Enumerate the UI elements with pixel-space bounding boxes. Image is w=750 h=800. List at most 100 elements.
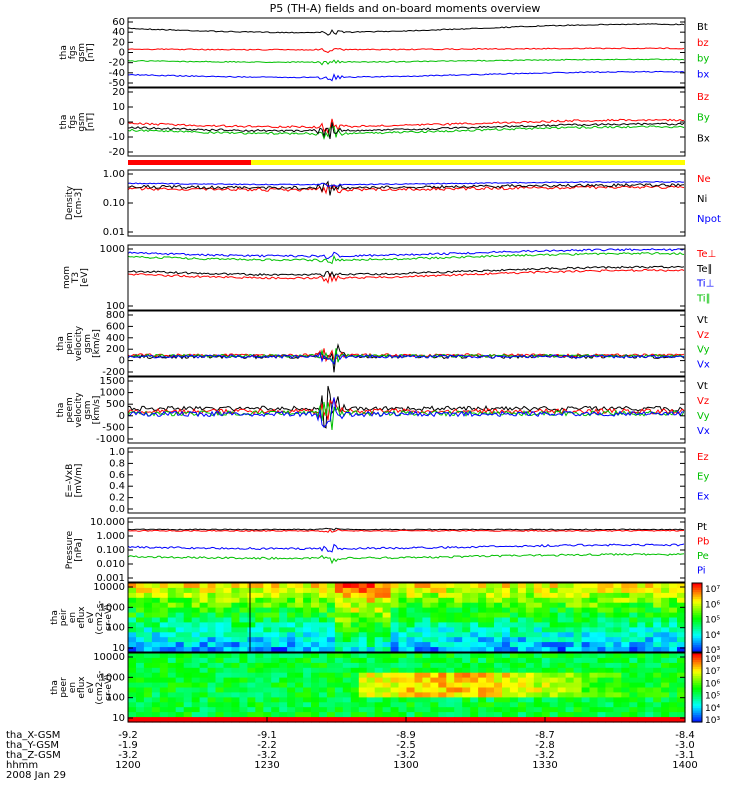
spectrogram-cell (143, 592, 153, 599)
spectrogram-cell (645, 602, 654, 609)
spectrogram-cell (239, 692, 248, 698)
spectrogram-cell (525, 612, 535, 619)
spectrogram-cell (533, 682, 543, 689)
spectrogram-cell (589, 667, 599, 674)
spectrogram-cell (128, 642, 137, 648)
spectrogram-cell (183, 667, 193, 674)
spectrogram-cell (653, 607, 662, 614)
spectrogram-cell (255, 717, 264, 723)
spectrogram-cell (271, 653, 280, 659)
spectrogram-cell (645, 712, 654, 718)
spectrogram-cell (263, 597, 272, 604)
spectrogram-cell (517, 592, 527, 599)
spectrogram-cell (525, 632, 535, 638)
spectrogram-cell (151, 692, 161, 698)
legend-entry: Bx (697, 133, 710, 144)
spectrogram-cell (366, 662, 376, 669)
spectrogram-cell (661, 717, 670, 723)
spectrogram-cell (525, 667, 535, 674)
spectrogram-cell (191, 632, 201, 638)
spectrogram-cell (525, 692, 535, 698)
spectrogram-cell (311, 632, 320, 638)
spectrogram-cell (199, 637, 209, 643)
spectrogram-cell (311, 612, 320, 619)
spectrogram-cell (613, 692, 622, 698)
spectrogram-cell (446, 702, 455, 708)
spectrogram-cell (255, 672, 264, 679)
spectrogram-cell (247, 697, 256, 703)
spectrogram-cell (143, 692, 153, 698)
colorbar-tick-label: 10⁵ (705, 616, 720, 626)
spectrogram-cell (525, 712, 535, 718)
spectrogram-cell (143, 617, 153, 623)
spectrogram-cell (255, 622, 264, 628)
spectrogram-cell (557, 607, 567, 614)
y-axis-label-line: gsm (83, 334, 93, 353)
spectrogram-cell (470, 602, 479, 609)
spectrogram-cell (478, 667, 487, 674)
spectrogram-cell (319, 692, 328, 698)
spectrogram-cell (128, 692, 137, 698)
spectrogram-cell (573, 612, 583, 619)
spectrogram-cell (151, 612, 161, 619)
colorbar-segment (692, 624, 702, 628)
series-line-Vt (127, 342, 685, 373)
spectrogram-cell (494, 617, 503, 623)
spectrogram-cell (215, 672, 225, 679)
colorbar-tick-label: 10⁵ (705, 692, 720, 702)
spectrogram-cell (541, 617, 551, 623)
spectrogram-cell (175, 617, 185, 623)
spectrogram-cell (581, 642, 591, 648)
spectrogram-cell (390, 672, 400, 679)
spectrogram-cell (358, 672, 368, 679)
spectrogram-cell (167, 642, 177, 648)
spectrogram-cell (597, 657, 607, 664)
spectrogram-cell (199, 647, 209, 653)
colorbar-tick-label: 10⁷ (705, 667, 720, 677)
spectrogram-cell (382, 682, 392, 689)
spectrogram-cell (207, 702, 217, 708)
colorbar-segment (692, 633, 702, 637)
spectrogram-cell (159, 702, 169, 708)
spectrogram-cell (207, 622, 217, 628)
spectrogram-cell (581, 587, 591, 594)
legend-entry: bz (697, 38, 709, 49)
spectrogram-cell (358, 617, 368, 623)
spectrogram-cell (390, 677, 400, 684)
spectrogram-cell (637, 697, 646, 703)
series-line-Ti∥ (127, 251, 685, 265)
spectrogram-cell (613, 682, 622, 689)
spectrogram-cell (255, 627, 264, 633)
spectrogram-cell (661, 687, 670, 693)
spectrogram-cell (573, 642, 583, 648)
y-tick-label: 10 (112, 643, 125, 654)
spectrogram-cell (589, 612, 599, 619)
spectrogram-cell (581, 637, 591, 643)
x-axis-value: -9.2 (118, 730, 138, 741)
spectrogram-cell (136, 672, 145, 679)
spectrogram-cell (589, 672, 599, 679)
spectrogram-cell (637, 672, 646, 679)
spectrogram-cell (374, 712, 384, 718)
spectrogram-cell (382, 672, 392, 679)
spectrogram-cell (605, 647, 614, 653)
y-axis-label: Pressure [nPa] (65, 530, 84, 569)
spectrogram-cell (207, 672, 217, 679)
spectrogram-cell (247, 637, 256, 643)
spectrogram-cell (581, 612, 591, 619)
y-tick-label: 600 (106, 321, 125, 332)
legend-entry: Vz (697, 330, 709, 341)
spectrogram-cell (621, 677, 630, 684)
spectrogram-cell (621, 682, 630, 689)
spectrogram-cell (279, 717, 288, 723)
spectrogram-cell (143, 647, 153, 653)
spectrogram-cell (517, 682, 527, 689)
spectrogram-cell (390, 607, 400, 614)
spectrogram-cell (502, 587, 511, 594)
spectrogram-cell (589, 697, 599, 703)
spectrogram-cell (295, 702, 304, 708)
spectrogram-cell (199, 627, 209, 633)
spectrogram-cell (287, 637, 296, 643)
spectrogram-cell (183, 717, 193, 723)
spectrogram-cell (183, 583, 193, 589)
